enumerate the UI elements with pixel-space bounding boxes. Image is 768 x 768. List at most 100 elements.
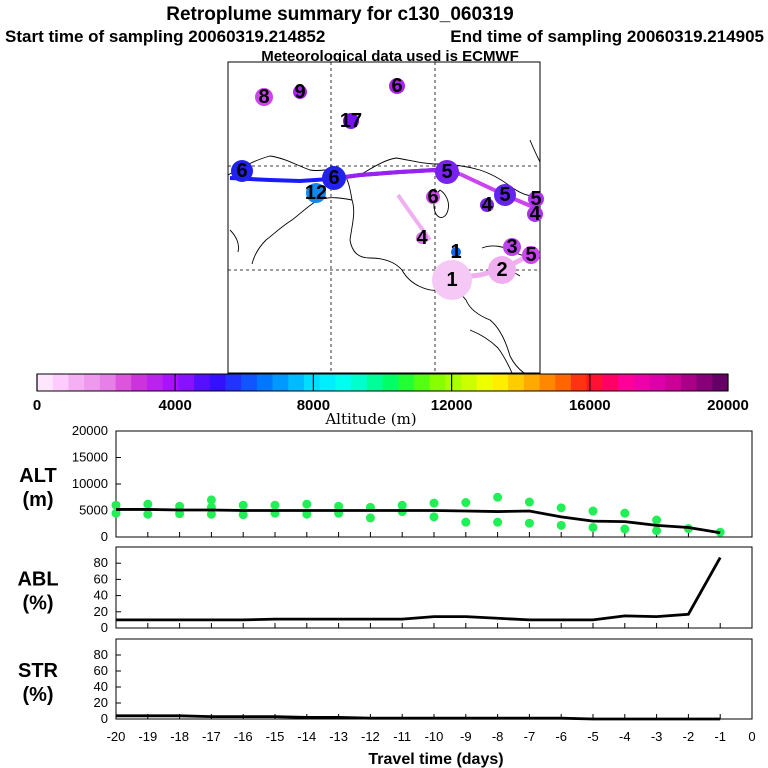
colorbar-swatch xyxy=(37,374,54,391)
x-tick-label: -9 xyxy=(460,729,472,744)
scatter-point xyxy=(175,501,185,511)
particle-marker xyxy=(231,160,253,182)
colorbar-swatch xyxy=(335,374,352,391)
x-tick-label: -20 xyxy=(107,729,126,744)
scatter-point xyxy=(524,518,534,528)
panel-alt: 20000 15000 10000 5000 0 ALT(m) xyxy=(19,423,753,544)
particle-marker xyxy=(322,166,346,190)
particle-marker xyxy=(389,78,405,94)
colorbar-swatch xyxy=(413,374,431,391)
colorbar-swatch xyxy=(461,374,478,391)
panel-frame xyxy=(115,638,753,720)
particle-label: 5 xyxy=(441,161,452,183)
x-tick-label: -13 xyxy=(329,729,348,744)
colorbar-swatch xyxy=(366,374,383,391)
coastline-south-america xyxy=(469,329,513,374)
y-tick-label: 80 xyxy=(94,647,108,662)
particle-label: 5 xyxy=(530,188,541,210)
colorbar-swatch xyxy=(209,374,226,391)
scatter-point xyxy=(620,524,630,534)
x-tick-label: -17 xyxy=(202,729,221,744)
y-axis-unit: (m) xyxy=(22,489,53,511)
y-tick-label: 80 xyxy=(94,555,108,570)
y-tick-label: 20 xyxy=(94,604,108,619)
particle-label: 1 xyxy=(446,269,457,291)
altitude-colorbar: 0 4000 8000 12000 16000 20000 xyxy=(33,373,749,414)
scatter-point xyxy=(397,500,407,510)
colorbar-swatch xyxy=(194,374,211,391)
x-tick-label: -1 xyxy=(714,729,726,744)
particle-label: 4 xyxy=(416,227,428,249)
particle-marker xyxy=(451,247,461,257)
coastlines xyxy=(227,139,541,374)
scatter-point xyxy=(652,515,662,525)
scatter-point xyxy=(588,506,598,516)
coastline-east xyxy=(529,139,541,163)
colorbar-swatch xyxy=(555,374,572,391)
particle-label: 6 xyxy=(328,167,339,189)
colorbar-swatch xyxy=(146,374,164,391)
x-tick-label: -7 xyxy=(524,729,536,744)
y-tick-label: 0 xyxy=(101,620,108,635)
colorbar-swatch xyxy=(162,374,179,391)
colorbar-swatch xyxy=(319,374,336,391)
x-tick-label: -5 xyxy=(587,729,599,744)
particle-marker xyxy=(528,191,544,207)
colorbar-swatch xyxy=(649,374,666,391)
colorbar-tick-label: 12000 xyxy=(431,397,473,414)
scatter-point xyxy=(365,513,375,523)
x-tick-label: -16 xyxy=(234,729,253,744)
x-tick-label: -12 xyxy=(361,729,380,744)
scatter-point xyxy=(111,500,121,510)
scatter-point xyxy=(143,509,153,519)
scatter-point xyxy=(493,492,503,502)
colorbar-swatch xyxy=(618,374,635,391)
particle-label: 6 xyxy=(391,75,402,97)
colorbar-swatch xyxy=(303,374,321,391)
particle-marker xyxy=(435,160,459,184)
particle-label: 12 xyxy=(305,182,327,204)
colorbar-swatch xyxy=(84,374,101,391)
colorbar-swatch xyxy=(665,374,682,391)
end-time-label: End time of sampling 20060319.214905 xyxy=(450,27,764,46)
particle-label: 5 xyxy=(499,184,510,206)
coastline-gulf xyxy=(227,155,525,374)
particle-label: 4 xyxy=(529,203,541,225)
scatter-point xyxy=(334,501,344,511)
colorbar-swatch xyxy=(178,374,195,391)
particle-label: 1 xyxy=(450,241,461,263)
scatter-point xyxy=(302,509,312,519)
x-tick-label: -19 xyxy=(138,729,157,744)
colorbar-swatch xyxy=(115,374,132,391)
colorbar-tick-label: 4000 xyxy=(159,397,192,414)
colorbar-swatch xyxy=(445,374,462,391)
colorbar-tick-label: 20000 xyxy=(707,397,749,414)
scatter-point xyxy=(302,499,312,509)
x-axis-label: Travel time (days) xyxy=(368,751,503,768)
map-frame xyxy=(227,61,541,374)
colorbar-swatch xyxy=(398,374,415,391)
colorbar-swatch xyxy=(382,374,399,391)
colorbar-tick-label: 8000 xyxy=(297,397,330,414)
particle-label: 6 xyxy=(427,186,438,208)
x-tick-label: -6 xyxy=(555,729,567,744)
y-tick-label: 10000 xyxy=(72,476,108,491)
scatter-point xyxy=(524,497,534,507)
x-tick-label: 0 xyxy=(748,729,755,744)
particle-marker xyxy=(426,190,440,204)
particle-marker xyxy=(522,246,540,264)
scatter-point xyxy=(588,522,598,532)
str-series-line xyxy=(116,714,721,721)
colorbar-swatch xyxy=(712,374,729,391)
particle-marker xyxy=(432,260,472,300)
x-tick-label: -14 xyxy=(297,729,316,744)
particle-label: 4 xyxy=(481,194,493,216)
scatter-point xyxy=(493,517,503,527)
particle-label: 5 xyxy=(525,244,536,266)
colorbar-swatch xyxy=(52,374,69,391)
scatter-point xyxy=(556,520,566,530)
particle-label: 3 xyxy=(506,236,517,258)
abl-series-line xyxy=(116,556,722,622)
